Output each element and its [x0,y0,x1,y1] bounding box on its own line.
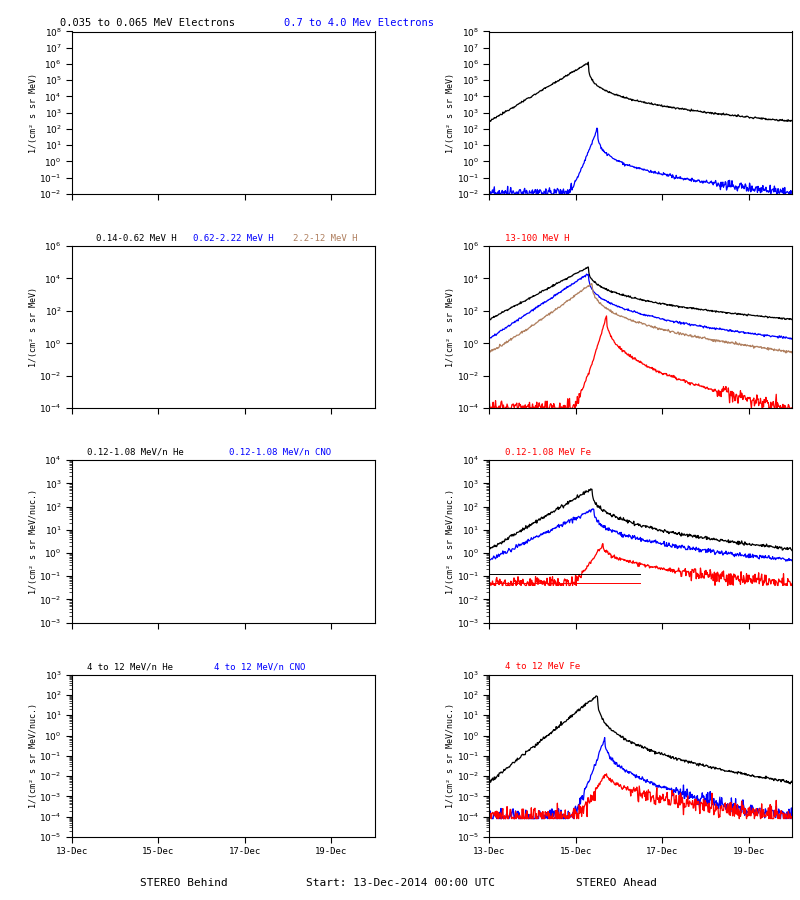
Text: 0.12-1.08 MeV Fe: 0.12-1.08 MeV Fe [505,448,590,457]
Text: STEREO Behind: STEREO Behind [140,878,228,887]
Text: 4 to 12 MeV/n He: 4 to 12 MeV/n He [87,662,173,671]
Y-axis label: 1/(cm² s sr MeV): 1/(cm² s sr MeV) [446,287,455,367]
Y-axis label: 1/(cm² s sr MeV/nuc.): 1/(cm² s sr MeV/nuc.) [29,489,38,594]
Y-axis label: 1/(cm² s sr MeV/nuc.): 1/(cm² s sr MeV/nuc.) [446,489,455,594]
Text: 2.2-12 MeV H: 2.2-12 MeV H [293,234,358,243]
Text: 13-100 MeV H: 13-100 MeV H [505,234,569,243]
Y-axis label: 1/(cm² s sr MeV/nuc.): 1/(cm² s sr MeV/nuc.) [446,703,455,808]
Text: STEREO Ahead: STEREO Ahead [575,878,657,887]
Text: 0.12-1.08 MeV/n CNO: 0.12-1.08 MeV/n CNO [230,448,331,457]
Text: 0.7 to 4.0 Mev Electrons: 0.7 to 4.0 Mev Electrons [284,18,434,28]
Text: 0.12-1.08 MeV/n He: 0.12-1.08 MeV/n He [87,448,184,457]
Y-axis label: 1/(cm² s sr MeV): 1/(cm² s sr MeV) [29,73,38,153]
Text: 0.62-2.22 MeV H: 0.62-2.22 MeV H [193,234,274,243]
Text: 4 to 12 MeV Fe: 4 to 12 MeV Fe [505,662,580,671]
Text: Start: 13-Dec-2014 00:00 UTC: Start: 13-Dec-2014 00:00 UTC [306,878,494,887]
Text: 4 to 12 MeV/n CNO: 4 to 12 MeV/n CNO [214,662,306,671]
Text: 0.035 to 0.065 MeV Electrons: 0.035 to 0.065 MeV Electrons [60,18,235,28]
Y-axis label: 1/(cm² s sr MeV): 1/(cm² s sr MeV) [29,287,38,367]
Y-axis label: 1/(cm² s sr MeV): 1/(cm² s sr MeV) [446,73,455,153]
Y-axis label: 1/(cm² s sr MeV/nuc.): 1/(cm² s sr MeV/nuc.) [29,703,38,808]
Text: 0.14-0.62 MeV H: 0.14-0.62 MeV H [96,234,177,243]
